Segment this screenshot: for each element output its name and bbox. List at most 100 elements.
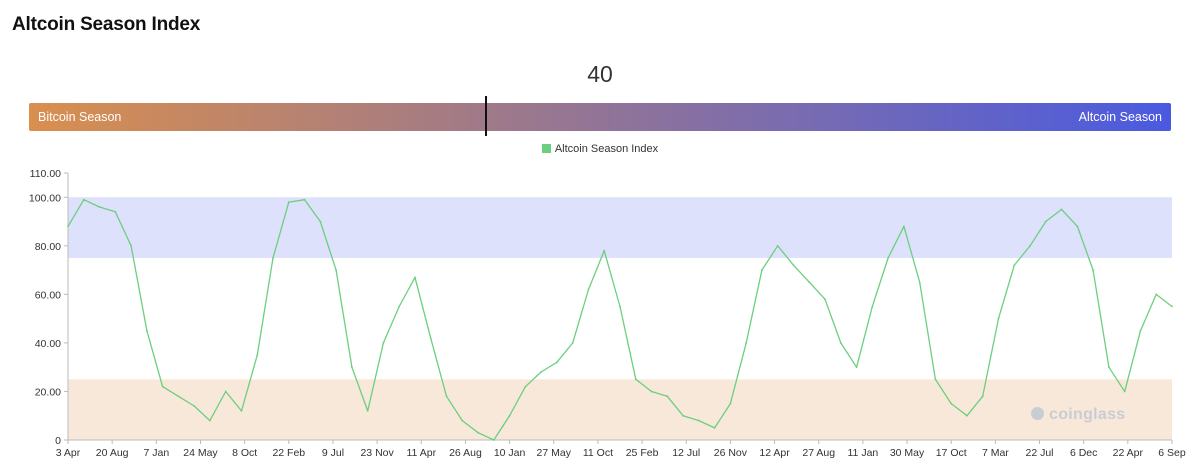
data-point: [319, 220, 322, 223]
gauge-label-bitcoin-season: Bitcoin Season: [38, 110, 122, 124]
data-point: [382, 342, 385, 344]
data-point: [256, 354, 259, 356]
data-point: [1139, 329, 1142, 332]
data-point: [761, 269, 763, 271]
data-point: [950, 402, 953, 405]
data-point: [634, 378, 637, 381]
data-point: [272, 257, 274, 259]
gauge-label-altcoin-season: Altcoin Season: [1078, 110, 1162, 124]
x-tick-label: 24 May: [183, 447, 218, 459]
chart-band-0: [68, 197, 1172, 258]
data-point: [1092, 269, 1095, 271]
data-point: [887, 257, 890, 259]
x-tick-label: 20 Aug: [96, 447, 129, 459]
data-point: [1044, 220, 1047, 223]
data-point: [477, 431, 479, 434]
x-tick-label: 12 Apr: [759, 447, 790, 459]
x-tick-label: 7 Jan: [143, 447, 169, 459]
data-point: [240, 409, 243, 412]
data-point: [492, 439, 495, 441]
data-point: [824, 298, 826, 301]
x-tick-label: 3 Apr: [56, 447, 81, 459]
data-point: [587, 288, 590, 291]
data-point: [82, 198, 85, 201]
data-point: [556, 361, 558, 364]
data-point: [461, 419, 464, 422]
x-tick-label: 12 Jul: [672, 447, 700, 459]
data-point: [366, 409, 369, 412]
y-tick-label: 40.00: [35, 338, 61, 350]
data-point: [209, 419, 211, 422]
y-tick-label: 80.00: [35, 241, 61, 253]
season-gauge-bar: [29, 103, 1171, 131]
data-point: [145, 329, 148, 332]
data-point: [650, 390, 653, 393]
y-tick-label: 0: [55, 435, 61, 447]
data-point: [918, 281, 921, 284]
current-index-value: 40: [587, 61, 613, 87]
x-tick-label: 27 May: [537, 447, 572, 459]
data-point: [224, 390, 227, 393]
data-point: [619, 305, 621, 308]
data-point: [130, 244, 132, 247]
data-point: [997, 317, 1000, 320]
coinglass-logo-icon: [1031, 407, 1044, 420]
page-title: Altcoin Season Index: [12, 14, 201, 35]
data-point: [666, 395, 669, 398]
data-point: [98, 206, 101, 208]
data-point: [745, 342, 748, 344]
x-tick-label: 11 Jan: [848, 447, 879, 459]
data-point: [934, 378, 937, 381]
data-point: [871, 305, 874, 308]
x-tick-label: 7 Mar: [982, 447, 1009, 459]
data-point: [1171, 305, 1173, 308]
data-point: [981, 395, 984, 398]
data-point: [855, 366, 858, 369]
legend-label: Altcoin Season Index: [554, 143, 659, 155]
x-tick-label: 26 Aug: [449, 447, 482, 459]
x-tick-label: 9 Jul: [322, 447, 344, 459]
x-tick-label: 22 Feb: [272, 447, 305, 459]
data-point: [445, 395, 448, 398]
data-point: [1060, 208, 1063, 211]
data-point: [398, 305, 401, 308]
data-point: [67, 225, 69, 228]
data-point: [414, 276, 416, 279]
data-point: [114, 210, 117, 213]
data-point: [792, 264, 795, 267]
x-tick-label: 23 Nov: [360, 447, 394, 459]
data-point: [1013, 264, 1016, 267]
data-point: [729, 402, 732, 405]
data-point: [966, 414, 968, 417]
data-point: [839, 342, 842, 344]
data-point: [1029, 244, 1031, 247]
data-point: [1108, 366, 1110, 369]
data-point: [303, 198, 306, 201]
x-tick-label: 25 Feb: [626, 447, 659, 459]
x-tick-label: 22 Jul: [1026, 447, 1054, 459]
y-tick-label: 60.00: [35, 289, 61, 301]
x-tick-label: 11 Apr: [406, 447, 436, 459]
x-tick-label: 17 Oct: [936, 447, 967, 459]
x-tick-label: 11 Oct: [583, 447, 613, 459]
data-point: [161, 385, 164, 388]
x-tick-label: 8 Oct: [232, 447, 257, 459]
data-point: [902, 225, 905, 228]
data-point: [697, 419, 700, 422]
data-point: [1076, 225, 1079, 228]
data-point: [350, 366, 353, 369]
data-point: [776, 244, 779, 247]
data-point: [713, 426, 716, 429]
x-tick-label: 30 May: [890, 447, 925, 459]
x-tick-label: 26 Nov: [714, 447, 748, 459]
chart-legend[interactable]: Altcoin Season Index: [0, 143, 1200, 155]
data-point: [287, 201, 290, 204]
gauge-current-marker: [484, 96, 487, 136]
coinglass-watermark: coinglass: [1031, 406, 1126, 424]
data-point: [508, 414, 511, 417]
legend-swatch: [541, 144, 551, 153]
x-tick-label: 10 Jan: [494, 447, 526, 459]
x-tick-label: 27 Aug: [802, 447, 835, 459]
data-point: [603, 249, 606, 252]
